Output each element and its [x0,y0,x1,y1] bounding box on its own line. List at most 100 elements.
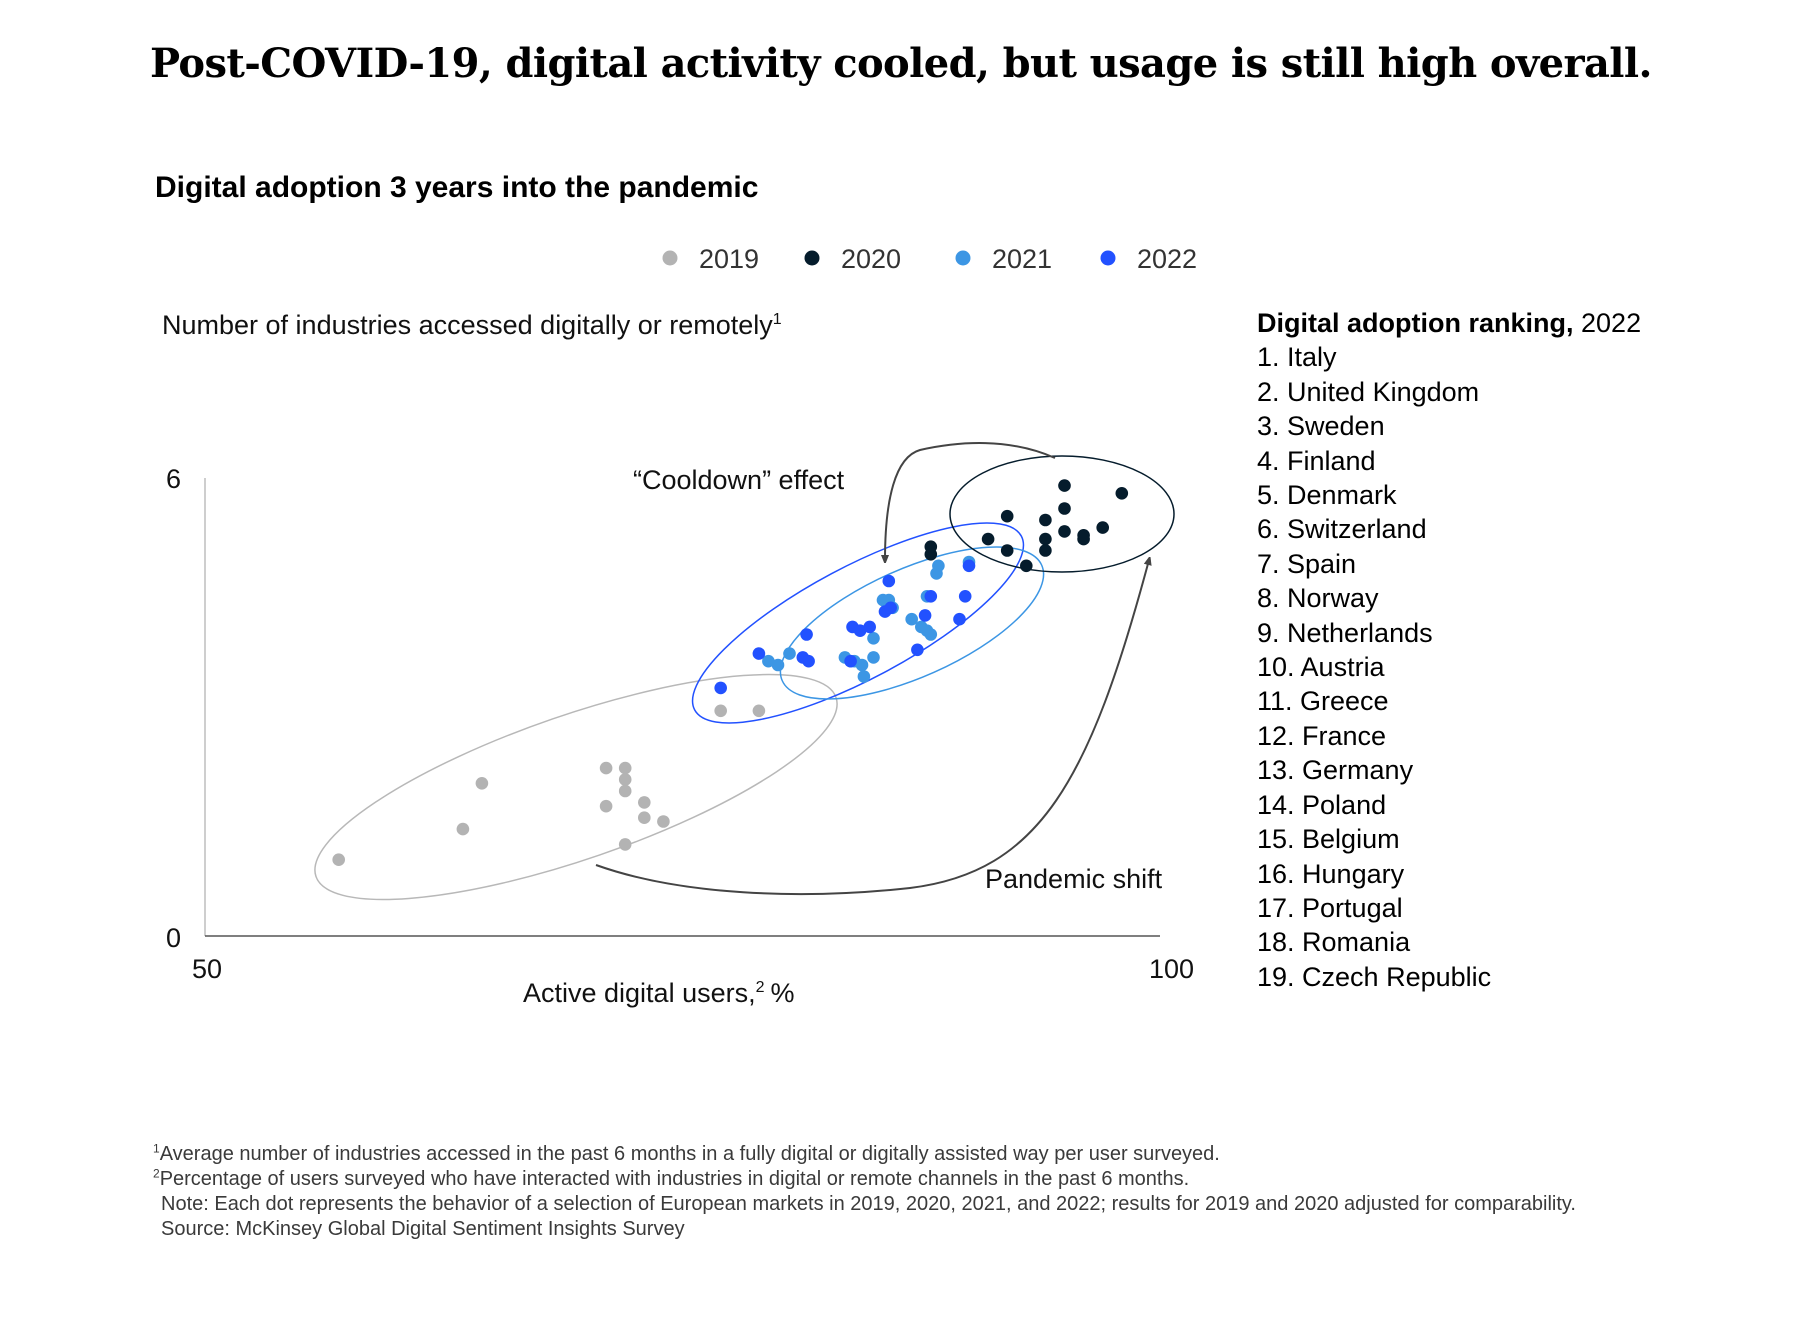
point-2022-11 [884,601,897,615]
ranking-item: 12. France [1257,720,1387,751]
chart-subtitle: Digital adoption 3 years into the pandem… [155,171,759,204]
ranking-item: 19. Czech Republic [1257,961,1492,992]
point-2022-7 [853,624,867,637]
point-2020-7 [1039,532,1052,546]
footnote-2-text: Percentage of users surveyed who have in… [159,1168,1190,1190]
point-2020-8 [1039,513,1052,527]
ranking-item: 9. Netherlands [1257,617,1433,648]
ranking-item: 5. Denmark [1257,480,1397,511]
legend-label-2020: 2020 [841,244,901,274]
point-2022-12 [911,643,924,657]
point-2020-10 [1058,502,1071,515]
point-2019-9 [638,811,651,824]
chart-legend: 2019 2020 2021 2022 [662,244,1197,274]
headline: Post-COVID-19, digital activity cooled, … [150,40,1652,87]
cluster-2022-ellipse [691,522,1025,724]
x-axis-label-unit: % [771,978,795,1008]
footnote-2-sup: 2 [153,1166,160,1181]
footnote-1-sup: 1 [153,1141,160,1156]
point-2020-5 [1020,559,1033,573]
point-2021-0 [762,654,775,668]
point-2020-1 [924,540,938,553]
point-2019-12 [714,704,727,718]
point-2019-7 [618,784,632,798]
ranking-item: 1. Italy [1257,342,1337,373]
cluster-2021-ellipse [779,546,1045,700]
data-points [332,479,1129,866]
footnote-1: 1Average number of industries accessed i… [153,1142,1653,1167]
legend-label-2022: 2022 [1137,244,1197,274]
ranking-title: Digital adoption ranking, 2022 [1257,306,1641,340]
point-2022-5 [844,654,857,668]
point-2022-13 [918,609,932,622]
ranking-panel: Digital adoption ranking, 2022 1. Italy 2… [1257,306,1641,994]
footnote-2: 2Percentage of users surveyed who have i… [153,1167,1653,1192]
ranking-item: 14. Poland [1257,789,1387,820]
point-2020-3 [1000,544,1014,557]
ranking-list: 1. Italy 2. United Kingdom 3. Sweden 4. Fin… [1257,340,1641,994]
point-2020-15 [1115,487,1129,500]
point-2021-6 [855,658,869,672]
ranking-item: 13. Germany [1257,755,1414,786]
point-2021-2 [783,647,796,660]
x-axis-label-sup: 2 [756,979,765,996]
point-2019-1 [456,822,470,836]
pandemic-shift-arrow [595,560,1149,896]
ranking-item: 10. Austria [1257,652,1385,683]
point-2022-14 [924,590,938,603]
point-2021-1 [771,658,785,672]
point-2019-0 [332,853,346,866]
cooldown-annotation: “Cooldown” effect [633,465,845,495]
point-2022-1 [752,647,766,660]
y-axis-label-sup: 1 [773,311,782,328]
point-2022-17 [962,559,976,573]
point-2022-8 [863,620,876,634]
y-axis-label-text: Number of industries accessed digitally … [162,310,773,340]
footnote-source: Source: McKinsey Global Digital Sentimen… [161,1218,685,1240]
ranking-item: 7. Spain [1257,548,1357,579]
ranking-item: 4. Finland [1257,445,1376,476]
point-2021-9 [867,651,880,664]
legend-marker-2020 [804,250,820,266]
point-2022-3 [800,628,813,641]
cluster-2019-ellipse [314,673,838,901]
point-2019-11 [618,838,632,851]
y-axis-label: Number of industries accessed digitally … [162,310,782,340]
point-2022-10 [882,574,896,588]
ranking-item: 16. Hungary [1257,858,1405,889]
point-2019-2 [475,777,489,790]
point-2022-4 [802,654,815,668]
point-2022-16 [958,590,972,603]
x-tick-50: 50 [192,954,222,984]
footnote-1-text: Average number of industries accessed in… [159,1143,1220,1165]
point-2021-7 [857,670,871,683]
footnotes: 1Average number of industries accessed i… [153,1142,1653,1242]
ranking-item: 15. Belgium [1257,824,1400,855]
x-axis-label: Active digital users,2% [523,978,795,1008]
legend-marker-2019 [662,250,678,266]
legend-marker-2022 [1100,250,1116,266]
x-axis-label-text: Active digital users, [523,978,756,1008]
point-2019-8 [638,796,651,809]
ranking-title-bold: Digital adoption ranking, [1257,308,1574,338]
legend-marker-2021 [955,250,971,266]
point-2019-4 [599,761,613,775]
ranking-item: 8. Norway [1257,583,1379,614]
point-2020-13 [1077,529,1090,542]
point-2021-17 [924,628,938,641]
point-2021-13 [905,612,918,626]
point-2019-6 [618,773,632,786]
point-2019-13 [752,704,766,718]
point-2019-5 [618,761,632,775]
point-2022-0 [714,681,727,695]
legend-label-2019: 2019 [699,244,759,274]
point-2019-10 [657,815,670,828]
ranking-item: 11. Greece [1257,686,1389,717]
y-tick-0: 0 [166,923,181,953]
point-2019-3 [599,799,613,813]
ranking-item: 6. Switzerland [1257,514,1427,545]
ranking-title-year: 2022 [1581,308,1642,338]
pandemic-shift-annotation: Pandemic shift [985,864,1163,894]
point-2020-9 [1058,525,1071,538]
